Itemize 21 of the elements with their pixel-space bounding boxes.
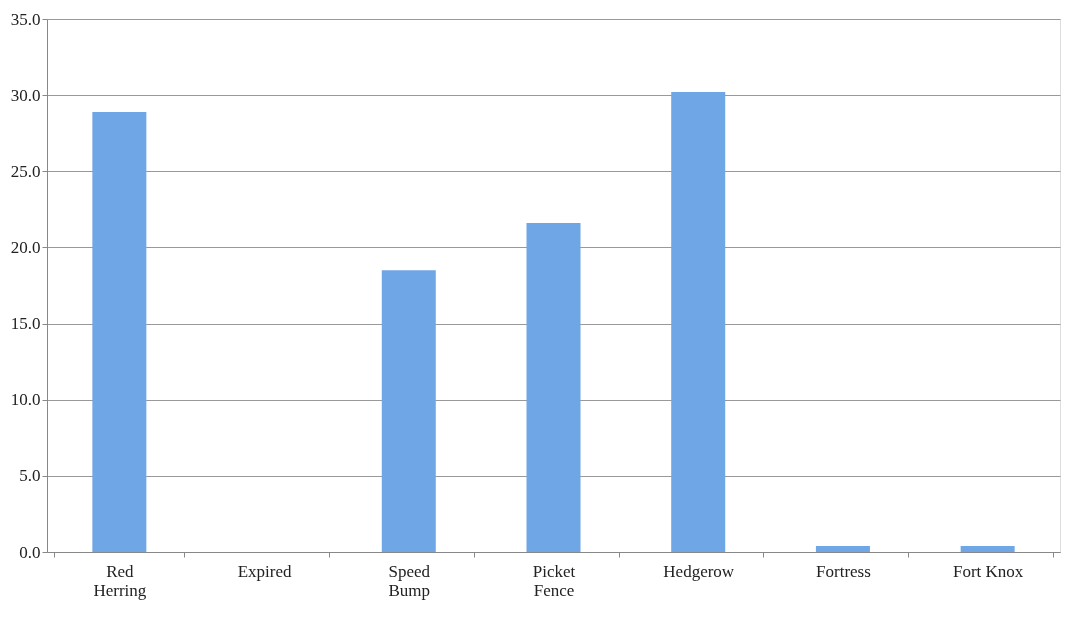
x-tick-label: Picket Fence (532, 561, 576, 600)
x-tick-label: Fort Knox (952, 561, 1024, 581)
bar (671, 92, 726, 552)
y-tick-label: 20.0 (10, 237, 41, 257)
x-tick-label: Expired (237, 561, 292, 581)
x-tick-label: Hedgerow (663, 561, 735, 581)
bar (526, 223, 581, 552)
bar (960, 545, 1015, 552)
y-tick-label: 25.0 (10, 161, 41, 181)
y-tick-label: 15.0 (10, 314, 41, 334)
bar (92, 111, 147, 552)
bar (381, 270, 436, 552)
y-tick-label: 10.0 (10, 390, 41, 410)
x-tick-label: Fortress (816, 561, 871, 581)
x-tick-label: Speed Bump (388, 561, 431, 600)
y-tick-label: 0.0 (19, 542, 41, 562)
bar (815, 545, 870, 552)
y-tick-label: 5.0 (19, 466, 41, 486)
y-tick-label: 35.0 (10, 9, 41, 29)
x-tick-label: Red Herring (93, 561, 147, 600)
y-tick-label: 30.0 (10, 85, 41, 105)
